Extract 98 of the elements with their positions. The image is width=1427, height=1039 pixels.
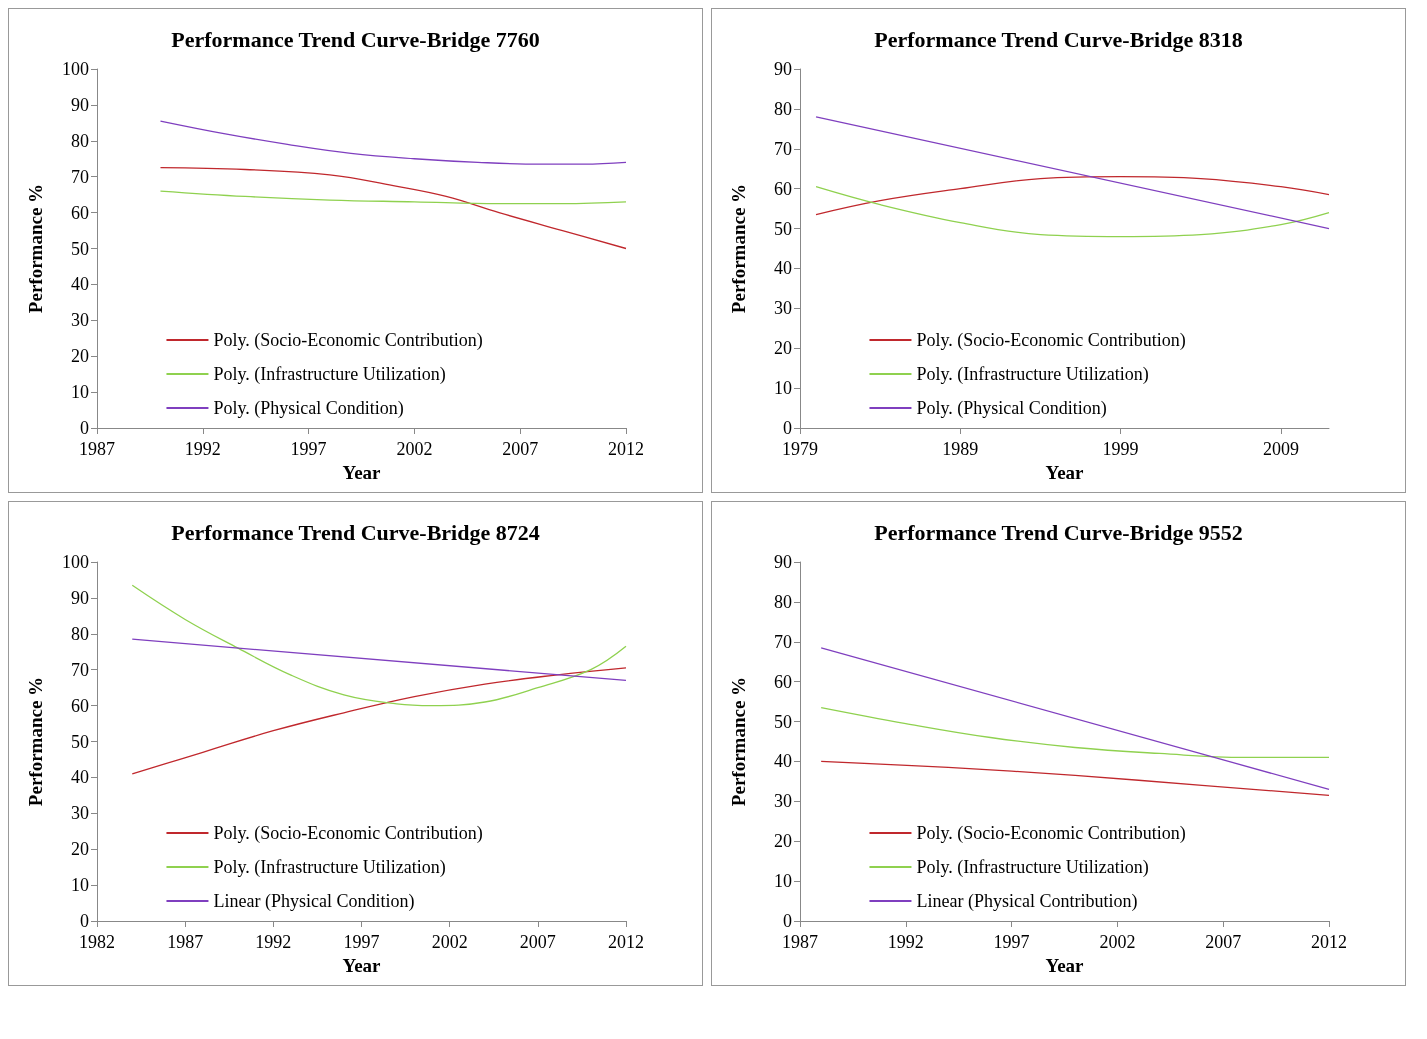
- y-axis-title: Performance %: [728, 676, 749, 807]
- line-series: [820, 760, 1330, 796]
- y-tick-label: 20: [71, 839, 89, 860]
- legend-label: Poly. (Infrastructure Utilization): [916, 857, 1149, 878]
- y-tick-label: 60: [774, 671, 792, 692]
- y-tick-label: 100: [62, 552, 89, 572]
- line-series: [820, 706, 1330, 759]
- y-tick-label: 20: [774, 338, 792, 359]
- legend-label: Linear (Physical Contribution): [916, 891, 1138, 912]
- y-tick-label: 40: [71, 274, 89, 295]
- x-tick-label: 1982: [79, 932, 115, 952]
- y-tick-label: 40: [774, 751, 792, 772]
- x-axis-title: Year: [1045, 954, 1085, 976]
- legend-label: Poly. (Socio-Economic Contribution): [213, 330, 483, 351]
- x-tick-label: 2012: [1311, 932, 1347, 952]
- y-tick-label: 10: [774, 871, 792, 892]
- x-tick-label: 1999: [1102, 439, 1139, 459]
- y-tick-label: 70: [774, 631, 792, 652]
- legend-label: Poly. (Infrastructure Utilization): [213, 857, 446, 878]
- y-tick-label: 20: [774, 831, 792, 852]
- y-tick-label: 90: [774, 552, 792, 572]
- x-tick-label: 2012: [608, 932, 644, 952]
- y-tick-label: 30: [71, 803, 89, 824]
- y-tick-label: 50: [774, 711, 792, 732]
- y-tick-label: 80: [71, 130, 89, 151]
- y-tick-label: 60: [774, 178, 792, 199]
- y-tick-label: 10: [71, 382, 89, 403]
- line-series: [159, 120, 627, 165]
- y-axis-title: Performance %: [728, 183, 749, 314]
- x-tick-label: 2002: [396, 439, 433, 459]
- y-tick-label: 20: [71, 346, 89, 367]
- chart-title: Performance Trend Curve-Bridge 7760: [171, 26, 540, 52]
- chart-title: Performance Trend Curve-Bridge 9552: [874, 519, 1243, 545]
- y-tick-label: 80: [774, 98, 792, 119]
- line-series: [131, 667, 627, 775]
- y-tick-label: 30: [71, 310, 89, 331]
- y-tick-label: 30: [774, 298, 792, 319]
- legend-label: Poly. (Physical Condition): [213, 398, 404, 419]
- y-tick-label: 70: [774, 138, 792, 159]
- x-axis-title: Year: [342, 954, 382, 976]
- x-tick-label: 1987: [167, 932, 204, 952]
- y-tick-label: 90: [71, 587, 89, 608]
- y-tick-label: 40: [774, 258, 792, 279]
- y-tick-label: 40: [71, 767, 89, 788]
- x-tick-label: 1987: [79, 439, 115, 459]
- x-tick-label: 2009: [1262, 439, 1299, 459]
- y-tick-label: 30: [774, 791, 792, 812]
- y-tick-label: 90: [774, 59, 792, 79]
- line-series: [131, 584, 627, 707]
- y-axis-title: Performance %: [25, 183, 46, 314]
- y-tick-label: 100: [62, 59, 89, 79]
- x-tick-label: 2007: [1205, 932, 1242, 952]
- x-tick-label: 2002: [431, 932, 468, 952]
- y-tick-label: 50: [71, 731, 89, 752]
- y-tick-label: 70: [71, 659, 89, 680]
- x-tick-label: 1997: [290, 439, 327, 459]
- x-tick-label: 1997: [993, 932, 1030, 952]
- line-series: [159, 167, 627, 250]
- y-tick-label: 10: [774, 378, 792, 399]
- y-tick-label: 0: [80, 911, 89, 931]
- line-series: [815, 176, 1330, 216]
- x-tick-label: 2002: [1099, 932, 1136, 952]
- x-tick-label: 2012: [608, 439, 644, 459]
- y-tick-label: 70: [71, 166, 89, 187]
- line-series: [815, 186, 1330, 238]
- x-tick-label: 2007: [519, 932, 556, 952]
- x-tick-label: 1987: [782, 932, 818, 952]
- x-tick-label: 1992: [255, 932, 292, 952]
- line-series: [159, 190, 627, 205]
- x-axis-title: Year: [1045, 461, 1085, 483]
- y-tick-label: 0: [783, 911, 792, 931]
- y-tick-label: 80: [774, 591, 792, 612]
- y-tick-label: 0: [80, 418, 89, 438]
- x-tick-label: 2007: [502, 439, 539, 459]
- x-tick-label: 1992: [887, 932, 924, 952]
- legend-label: Poly. (Socio-Economic Contribution): [916, 823, 1186, 844]
- x-tick-label: 1979: [782, 439, 818, 459]
- chart-title: Performance Trend Curve-Bridge 8724: [171, 519, 540, 545]
- x-tick-label: 1992: [184, 439, 221, 459]
- legend-label: Poly. (Socio-Economic Contribution): [916, 330, 1186, 351]
- y-tick-label: 10: [71, 875, 89, 896]
- legend-label: Linear (Physical Condition): [213, 891, 415, 912]
- x-tick-label: 1989: [942, 439, 979, 459]
- legend-label: Poly. (Infrastructure Utilization): [213, 364, 446, 385]
- x-tick-label: 1997: [343, 932, 380, 952]
- y-tick-label: 50: [71, 238, 89, 259]
- y-tick-label: 80: [71, 623, 89, 644]
- y-tick-label: 90: [71, 94, 89, 115]
- y-axis-title: Performance %: [25, 676, 46, 807]
- legend-label: Poly. (Infrastructure Utilization): [916, 364, 1149, 385]
- y-tick-label: 60: [71, 695, 89, 716]
- legend-label: Poly. (Physical Condition): [916, 398, 1107, 419]
- legend-label: Poly. (Socio-Economic Contribution): [213, 823, 483, 844]
- x-axis-title: Year: [342, 461, 382, 483]
- y-tick-label: 60: [71, 202, 89, 223]
- chart-title: Performance Trend Curve-Bridge 8318: [874, 26, 1243, 52]
- y-tick-label: 0: [783, 418, 792, 438]
- y-tick-label: 50: [774, 218, 792, 239]
